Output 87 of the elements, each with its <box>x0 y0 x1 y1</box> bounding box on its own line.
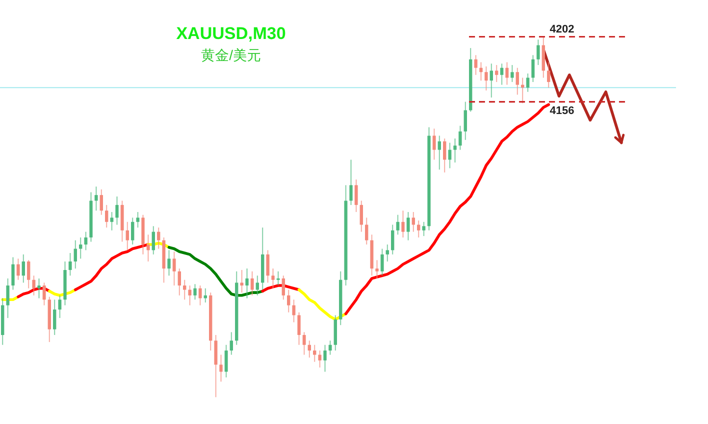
candlestick <box>354 179 358 213</box>
candlestick <box>115 196 119 226</box>
candlestick <box>79 236 82 260</box>
candlestick <box>276 270 280 286</box>
candlestick <box>172 251 176 286</box>
candlestick <box>256 275 259 296</box>
candlestick <box>510 64 514 82</box>
candlestick <box>266 250 270 284</box>
candlestick <box>178 268 181 296</box>
candlestick <box>432 128 436 160</box>
candlestick <box>22 254 25 284</box>
candlestick <box>6 278 10 319</box>
text: XAUUSD,M30 <box>176 24 286 43</box>
candlestick <box>183 279 186 300</box>
candlestick <box>271 268 275 289</box>
candlestick <box>386 244 389 262</box>
candlestick <box>505 62 509 86</box>
candlestick <box>464 101 467 140</box>
candlestick <box>302 332 306 356</box>
candlestick <box>11 256 15 290</box>
candlestick <box>443 138 446 173</box>
candlestick <box>230 332 233 356</box>
candlestick <box>323 344 327 372</box>
candlestick <box>94 186 98 212</box>
candlestick <box>292 299 296 323</box>
candlestick <box>401 210 405 238</box>
candlestick <box>349 159 353 206</box>
candlestick <box>313 344 316 362</box>
candlestick <box>105 204 108 228</box>
candlestick <box>42 282 46 306</box>
candlestick <box>438 135 441 170</box>
candlestick <box>448 142 452 169</box>
candlestick <box>453 138 457 164</box>
candlestick <box>131 217 134 246</box>
candlestick <box>157 227 160 250</box>
candlestick <box>422 221 426 237</box>
candlestick <box>193 284 197 300</box>
candlestick <box>245 268 249 299</box>
candlestick <box>136 212 140 228</box>
candlestick <box>198 285 202 306</box>
text: 黄金/美元 <box>201 47 261 63</box>
candlestick <box>526 73 530 92</box>
candlestick <box>110 212 114 231</box>
candlestick <box>406 212 410 241</box>
candlestick <box>27 260 30 289</box>
ref-line-label: 4202 <box>550 24 574 36</box>
candlestick <box>282 275 285 300</box>
candlestick <box>500 63 504 86</box>
candlestick <box>396 214 400 236</box>
candlestick <box>360 200 363 232</box>
candlestick <box>68 252 72 276</box>
candlestick <box>375 260 379 279</box>
candlestick <box>495 64 498 82</box>
candlestick <box>58 294 62 319</box>
candlestick <box>188 285 192 306</box>
candlestick <box>531 54 535 82</box>
candlestick <box>458 125 462 150</box>
candlestick <box>365 217 368 246</box>
candlestick <box>84 231 88 251</box>
candlestick <box>287 289 290 313</box>
candlestick <box>318 350 322 368</box>
candlestick <box>412 212 415 232</box>
candlestick <box>490 63 493 98</box>
candlestick <box>146 234 150 262</box>
candlestick <box>536 39 540 66</box>
candlestick <box>16 258 20 280</box>
candlestick <box>167 250 171 276</box>
candlestick <box>308 340 311 358</box>
candlestick <box>53 299 56 336</box>
candlestick <box>250 270 254 296</box>
candlestick <box>100 188 103 216</box>
candlestick <box>240 269 244 294</box>
candlestick <box>380 248 384 276</box>
candlestick <box>328 340 332 356</box>
candlestick <box>126 221 129 251</box>
candlestick <box>37 278 41 299</box>
candlestick <box>484 66 488 91</box>
candlestick <box>297 312 301 346</box>
candlestick <box>74 240 77 270</box>
candlestick <box>219 354 223 382</box>
candlestick <box>224 344 228 378</box>
candlestick <box>516 67 519 96</box>
candlestick <box>474 54 478 76</box>
candlestick <box>391 224 394 255</box>
candlestick <box>417 220 420 238</box>
candlestick <box>32 275 36 296</box>
candlestick <box>152 226 155 255</box>
